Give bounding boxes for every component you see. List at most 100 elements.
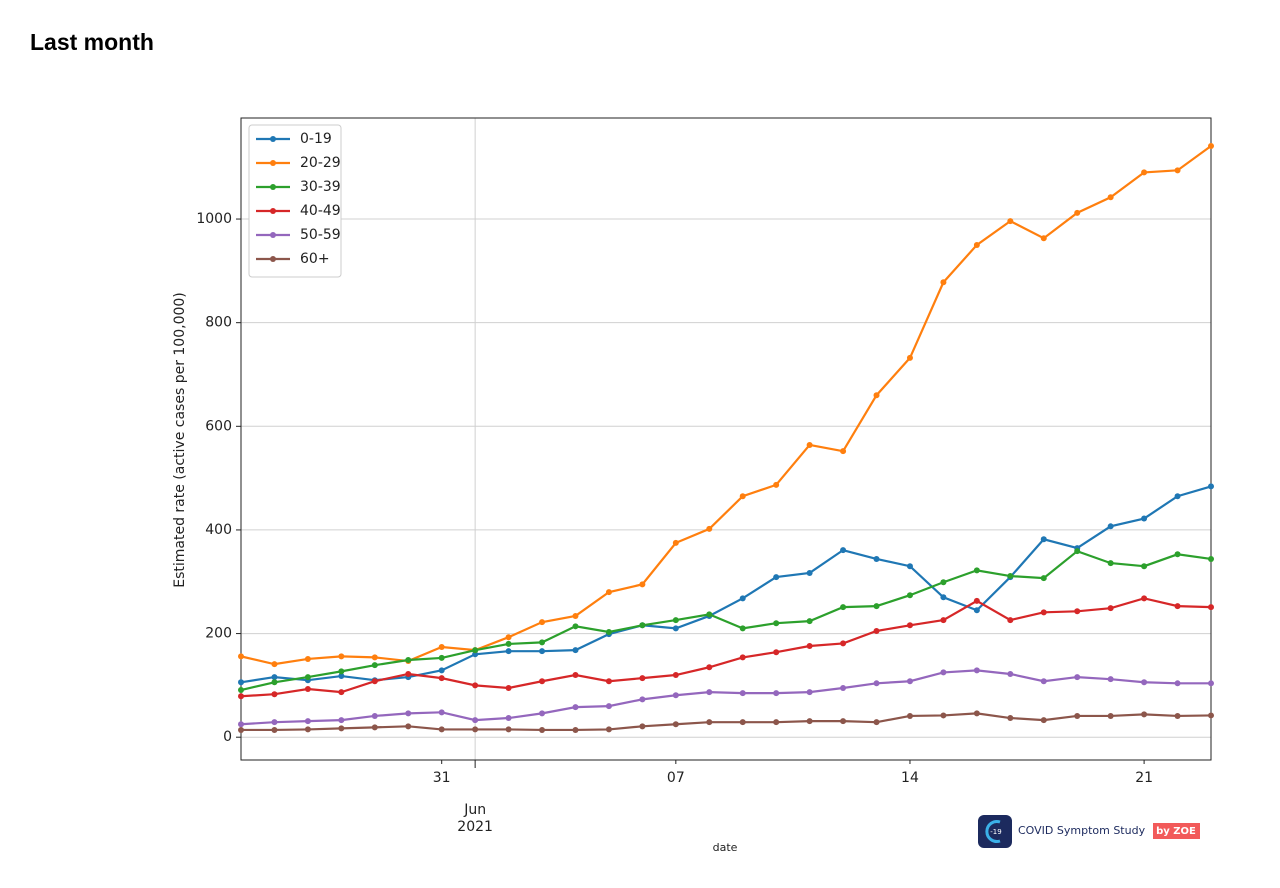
data-point	[1208, 142, 1214, 149]
data-point	[338, 653, 345, 660]
data-point	[271, 726, 278, 733]
data-point	[238, 721, 244, 728]
data-point	[1208, 483, 1214, 490]
series-line	[241, 712, 1212, 732]
data-point	[973, 241, 980, 248]
data-point	[706, 664, 713, 671]
data-point	[539, 648, 546, 655]
data-point	[1040, 536, 1047, 543]
data-point	[438, 667, 445, 674]
plot-frame	[240, 117, 1212, 761]
data-point	[505, 726, 512, 733]
data-point	[706, 719, 713, 726]
data-point	[1174, 493, 1181, 500]
data-point	[973, 567, 980, 574]
x-tick-label: 21	[1135, 770, 1153, 786]
data-point	[1074, 674, 1081, 681]
x-tick-label: 07	[667, 770, 685, 786]
logo-text: COVID Symptom Study	[1018, 824, 1146, 837]
data-point	[405, 710, 412, 717]
data-point	[271, 674, 278, 681]
data-point	[773, 620, 780, 627]
data-point	[1007, 670, 1014, 677]
data-point	[338, 668, 345, 675]
data-point	[840, 604, 847, 611]
legend-label: 40-49	[300, 203, 341, 219]
data-point	[840, 684, 847, 691]
data-point	[238, 726, 244, 733]
data-point	[238, 653, 244, 660]
data-point	[539, 619, 546, 626]
data-point	[906, 592, 913, 599]
data-point	[505, 648, 512, 655]
y-tick-label: 1000	[196, 211, 232, 227]
data-point	[973, 597, 980, 604]
logo-icon-text: -19	[990, 828, 1001, 836]
data-point	[572, 704, 579, 711]
data-point	[371, 724, 378, 731]
series-line	[240, 597, 1212, 698]
series-line	[240, 485, 1212, 684]
data-point	[940, 594, 947, 601]
data-point	[405, 723, 412, 730]
data-point	[1141, 595, 1148, 602]
logo-badge-text: by ZOE	[1156, 826, 1196, 837]
data-point	[238, 687, 244, 694]
data-point	[505, 684, 512, 691]
data-point	[1074, 209, 1081, 216]
data-point	[973, 710, 980, 717]
data-point	[1174, 712, 1181, 719]
data-point	[840, 448, 847, 455]
data-point	[773, 719, 780, 726]
data-point	[605, 629, 612, 636]
y-tick-label: 400	[205, 522, 232, 538]
data-point	[973, 607, 980, 614]
legend-swatch-dot	[270, 232, 276, 238]
data-point	[773, 481, 780, 488]
data-point	[605, 678, 612, 685]
data-point	[1074, 712, 1081, 719]
data-point	[806, 441, 813, 448]
data-point	[271, 679, 278, 686]
data-point	[371, 662, 378, 669]
data-point	[1174, 551, 1181, 558]
data-point	[940, 669, 947, 676]
data-point	[773, 690, 780, 697]
data-point	[271, 691, 278, 698]
data-point	[639, 696, 646, 703]
data-point	[873, 627, 880, 634]
x-major-tick-label: Jun 2021	[457, 802, 493, 835]
data-point	[338, 689, 345, 696]
legend-swatch-dot	[270, 160, 276, 166]
data-point	[639, 581, 646, 588]
data-point	[371, 654, 378, 661]
data-point	[739, 595, 746, 602]
data-point	[338, 673, 345, 680]
data-point	[1007, 573, 1014, 580]
data-point	[672, 617, 679, 624]
data-point	[605, 703, 612, 710]
data-point	[1007, 617, 1014, 624]
data-point	[739, 654, 746, 661]
data-point	[472, 651, 479, 658]
data-point	[1174, 167, 1181, 174]
data-point	[806, 618, 813, 625]
x-tick-label: 14	[901, 770, 919, 786]
data-point	[539, 710, 546, 717]
legend-swatch-dot	[270, 136, 276, 142]
data-point	[1040, 717, 1047, 724]
data-point	[840, 640, 847, 647]
data-point	[438, 654, 445, 661]
data-point	[706, 611, 713, 618]
data-point	[840, 547, 847, 554]
data-point	[1107, 194, 1114, 201]
data-point	[304, 726, 311, 733]
data-point	[739, 625, 746, 632]
legend-label: 0-19	[300, 131, 332, 147]
data-point	[572, 647, 579, 654]
data-point	[706, 689, 713, 696]
data-point	[438, 675, 445, 682]
data-point	[873, 719, 880, 726]
legend-swatch-dot	[270, 208, 276, 214]
